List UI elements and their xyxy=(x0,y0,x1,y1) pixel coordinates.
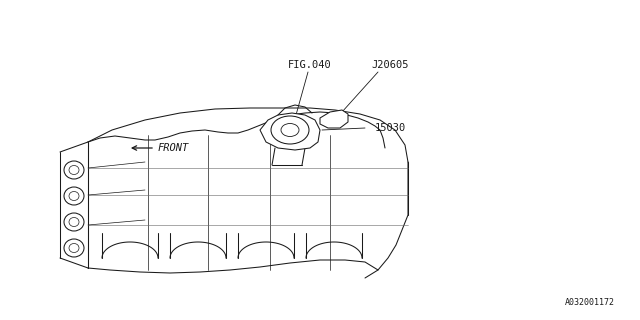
Text: J20605: J20605 xyxy=(371,60,409,70)
Text: 15030: 15030 xyxy=(375,123,406,133)
Text: FIG.040: FIG.040 xyxy=(288,60,332,70)
Polygon shape xyxy=(320,110,348,128)
Text: A032001172: A032001172 xyxy=(565,298,615,307)
Text: FRONT: FRONT xyxy=(158,143,189,153)
Polygon shape xyxy=(260,113,320,150)
Polygon shape xyxy=(55,111,408,280)
